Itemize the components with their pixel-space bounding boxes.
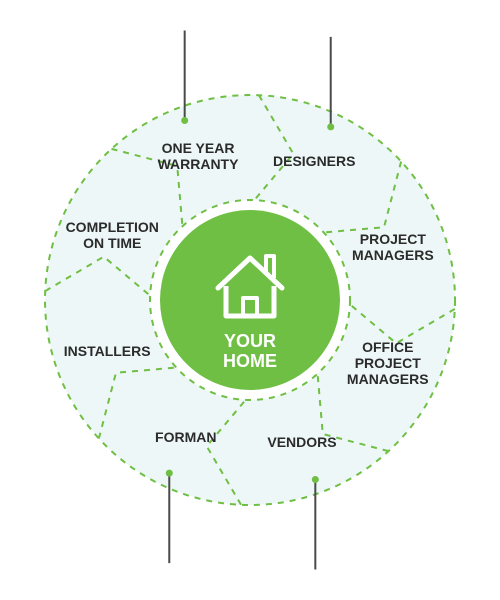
segment-label: FORMAN [155, 428, 216, 444]
radial-diagram-svg: YOURHOMEDESIGNERSPROJECTMANAGERSOFFICEPR… [0, 0, 500, 600]
callout-dot [327, 123, 334, 130]
segment-label: VENDORS [267, 434, 336, 450]
callout-dot [166, 470, 173, 477]
hub-label: YOURHOME [223, 331, 277, 371]
segment-label: DESIGNERS [273, 153, 355, 169]
diagram-stage: YOURHOMEDESIGNERSPROJECTMANAGERSOFFICEPR… [0, 0, 500, 600]
segment-label: PROJECTMANAGERS [352, 231, 434, 263]
callout-dot [181, 117, 188, 124]
segment-label: INSTALLERS [64, 343, 151, 359]
callout-dot [312, 476, 319, 483]
segment-label: ONE YEARWARRANTY [158, 140, 240, 172]
